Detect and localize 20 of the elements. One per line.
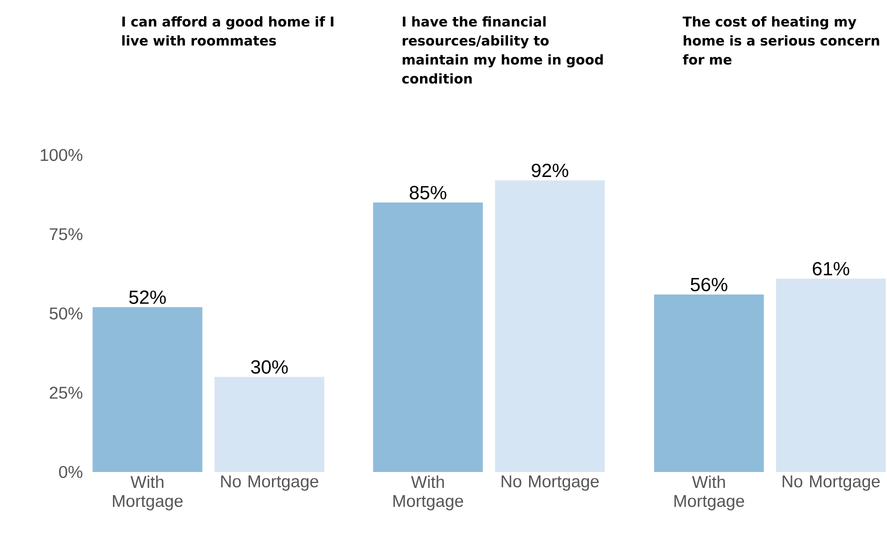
- y-tick-label: 100%: [40, 148, 82, 162]
- y-tick-label: 0%: [59, 466, 82, 478]
- y-tick-label: 75%: [50, 228, 82, 240]
- y-tick-label: 25%: [50, 386, 82, 399]
- x-tick-label: No Mortgage: [221, 476, 318, 491]
- data-label: 56%: [690, 278, 728, 292]
- chart-title: I can afford a good home if I live with roommates: [122, 16, 334, 46]
- y-tick-label: 50%: [50, 307, 82, 320]
- x-tick-label: With Mortgage: [674, 476, 744, 510]
- x-tick-label: With Mortgage: [112, 476, 183, 510]
- chart-title: I have the financial resources/ability to maintain my home in good condition: [402, 16, 603, 84]
- x-tick-label: No Mortgage: [502, 476, 599, 491]
- data-label: 61%: [812, 262, 850, 276]
- data-label: 85%: [410, 186, 446, 200]
- x-tick-label: No Mortgage: [782, 476, 880, 491]
- data-label: 52%: [129, 290, 166, 304]
- x-tick-label: With Mortgage: [393, 476, 464, 510]
- data-label: 92%: [532, 164, 568, 178]
- data-label: 30%: [251, 360, 288, 374]
- chart-title: The cost of heating my home is a serious concern for me: [682, 16, 880, 65]
